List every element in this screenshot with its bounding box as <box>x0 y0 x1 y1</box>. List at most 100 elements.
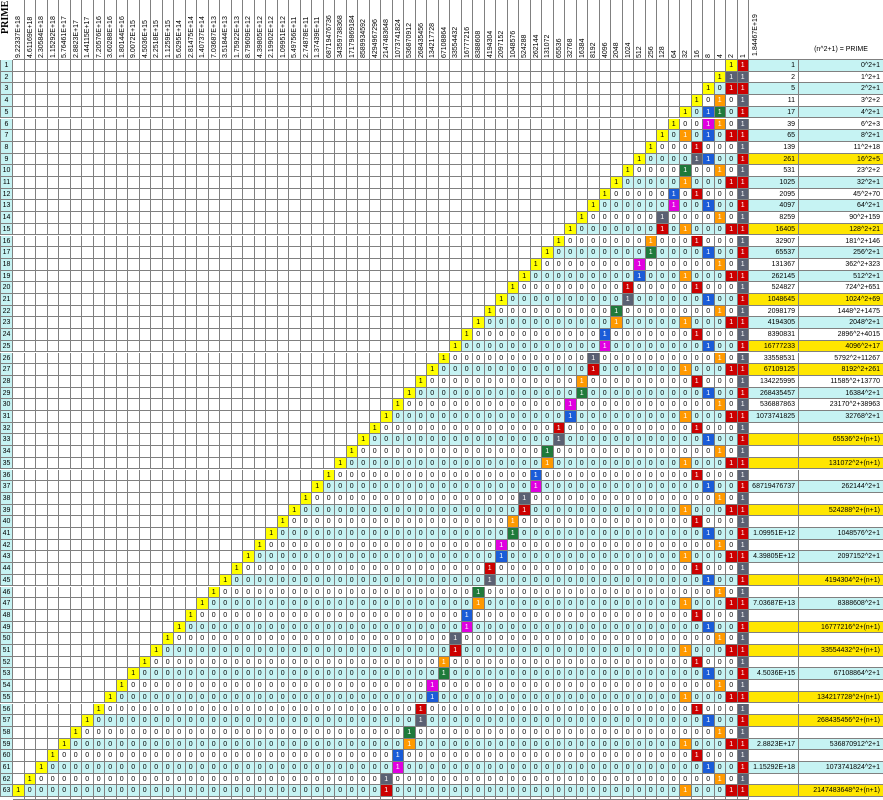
grid-cell <box>369 340 381 353</box>
grid-cell <box>289 294 301 306</box>
grid-cell <box>116 294 128 306</box>
grid-cell: 0 <box>174 656 186 669</box>
grid-cell: 0 <box>116 750 128 762</box>
grid-cell <box>450 141 462 154</box>
grid-cell <box>254 446 266 458</box>
grid-cell <box>657 71 669 84</box>
grid-cell: 0 <box>116 726 128 739</box>
grid-cell: 0 <box>588 703 600 716</box>
grid-cell: 0 <box>461 340 473 353</box>
grid-cell <box>576 60 588 72</box>
set-bit-cell: 1 <box>576 387 588 400</box>
leading-bit-cell: 1 <box>358 434 370 447</box>
grid-cell: 0 <box>381 539 393 552</box>
grid-cell <box>473 60 485 72</box>
grid-cell <box>415 258 427 271</box>
grid-cell <box>289 387 301 400</box>
grid-cell <box>24 738 36 751</box>
grid-cell <box>392 329 404 341</box>
grid-cell <box>59 375 71 388</box>
grid-cell: 0 <box>461 691 473 704</box>
grid-cell: 0 <box>496 469 508 482</box>
formula: 256^2+1 <box>799 247 883 259</box>
grid-cell <box>231 60 243 72</box>
grid-cell <box>13 247 25 259</box>
grid-cell: 0 <box>346 726 358 739</box>
grid-cell: 0 <box>565 528 577 540</box>
grid-cell <box>461 212 473 224</box>
grid-cell: 0 <box>450 680 462 692</box>
grid-cell <box>13 457 25 470</box>
grid-cell <box>289 411 301 423</box>
grid-cell: 0 <box>415 785 427 798</box>
grid-cell <box>116 609 128 622</box>
grid-cell <box>657 118 669 131</box>
grid-cell <box>243 539 255 552</box>
grid-cell <box>82 528 94 540</box>
grid-cell <box>93 235 105 248</box>
grid-cell: 0 <box>634 609 646 622</box>
grid-cell <box>312 375 324 388</box>
grid-cell: 0 <box>266 762 278 774</box>
grid-cell <box>105 235 117 248</box>
grid-cell <box>277 294 289 306</box>
grid-cell <box>93 481 105 493</box>
grid-cell <box>622 130 634 142</box>
set-bit-cell: 1 <box>737 656 749 669</box>
set-bit-cell: 1 <box>737 83 749 96</box>
grid-cell: 0 <box>335 492 347 505</box>
grid-cell <box>151 71 163 84</box>
grid-cell <box>220 399 232 411</box>
grid-cell <box>174 141 186 154</box>
grid-cell: 0 <box>139 750 151 762</box>
grid-cell <box>197 305 209 318</box>
grid-cell <box>13 364 25 376</box>
grid-cell <box>208 223 220 236</box>
grid-cell <box>254 188 266 201</box>
grid-cell: 0 <box>461 633 473 645</box>
grid-cell: 0 <box>208 773 220 786</box>
grid-cell <box>24 446 36 458</box>
grid-cell <box>277 247 289 259</box>
grid-cell <box>335 141 347 154</box>
grid-cell <box>128 294 140 306</box>
grid-cell: 0 <box>507 563 519 575</box>
grid-cell <box>47 446 59 458</box>
grid-cell <box>105 656 117 669</box>
grid-cell <box>139 504 151 517</box>
grid-cell <box>254 130 266 142</box>
grid-cell: 0 <box>358 726 370 739</box>
grid-cell: 0 <box>553 750 565 762</box>
grid-cell <box>300 118 312 131</box>
grid-cell <box>24 563 36 575</box>
row-number: 24 <box>0 329 13 341</box>
formula: 16777216^2+(n+1) <box>799 621 883 634</box>
grid-cell: 0 <box>415 773 427 786</box>
set-bit-cell: 1 <box>680 177 692 189</box>
grid-cell <box>358 270 370 283</box>
grid-cell <box>231 387 243 400</box>
grid-cell <box>185 492 197 505</box>
grid-cell: 0 <box>346 539 358 552</box>
grid-cell: 0 <box>611 411 623 423</box>
grid-cell: 0 <box>680 305 692 318</box>
grid-cell <box>254 118 266 131</box>
grid-cell: 0 <box>461 399 473 411</box>
grid-cell: 0 <box>542 258 554 271</box>
grid-cell: 0 <box>703 270 715 283</box>
grid-cell: 0 <box>668 212 680 224</box>
grid-cell: 0 <box>404 750 416 762</box>
grid-cell: 0 <box>461 668 473 681</box>
grid-cell <box>208 83 220 96</box>
grid-cell: 0 <box>565 516 577 528</box>
grid-cell <box>254 411 266 423</box>
grid-cell <box>277 235 289 248</box>
grid-cell <box>13 434 25 447</box>
grid-cell <box>450 258 462 271</box>
grid-cell <box>105 305 117 318</box>
grid-cell: 0 <box>657 364 669 376</box>
grid-cell: 0 <box>381 703 393 716</box>
grid-cell <box>312 95 324 107</box>
grid-cell: 0 <box>151 773 163 786</box>
grid-cell <box>231 212 243 224</box>
